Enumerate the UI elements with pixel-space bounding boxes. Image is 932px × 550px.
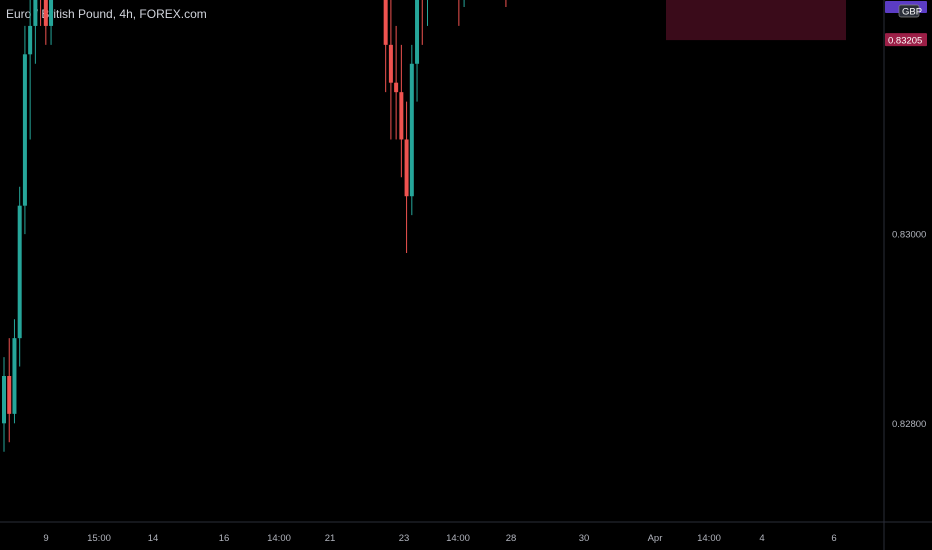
candle-body <box>409 63 414 197</box>
chart-title: Euro / British Pound, 4h, FOREX.com <box>6 7 207 21</box>
x-tick-label: 30 <box>579 533 590 544</box>
candle-body <box>415 0 420 64</box>
candle-body <box>43 0 48 26</box>
loss-zone <box>666 0 846 41</box>
x-tick-label: 14 <box>148 533 159 544</box>
x-tick-label: 14:00 <box>446 533 470 544</box>
candle-body <box>17 205 22 339</box>
x-tick-label: 16 <box>219 533 230 544</box>
x-tick-label: 14:00 <box>697 533 721 544</box>
y-tick-label: 0.82800 <box>892 419 926 430</box>
candle-body <box>2 376 6 424</box>
candle-body <box>388 44 393 83</box>
y-tick-label: 0.83000 <box>892 230 926 241</box>
candle-body <box>394 82 399 93</box>
candle-body <box>28 25 33 55</box>
x-tick-label: 14:00 <box>267 533 291 544</box>
candle-body <box>7 376 12 414</box>
x-tick-label: 4 <box>759 533 764 544</box>
x-tick-label: Apr <box>648 533 663 544</box>
currency-badge <box>898 4 920 18</box>
candle-body <box>22 54 27 206</box>
level-tag-4-label: 0.83205 <box>888 36 922 47</box>
candle-body <box>33 0 38 26</box>
x-tick-label: 9 <box>43 533 48 544</box>
candle-body <box>404 139 409 197</box>
x-tick-label: 15:00 <box>87 533 111 544</box>
currency-badge-label: GBP <box>902 7 922 18</box>
candle-body <box>49 0 54 26</box>
candle-body <box>383 0 388 45</box>
x-tick-label: 21 <box>325 533 336 544</box>
x-tick-label: 28 <box>506 533 517 544</box>
candle-body <box>12 338 17 414</box>
candle-body <box>399 92 404 140</box>
x-tick-label: 23 <box>399 533 410 544</box>
level-tag-4 <box>885 33 927 47</box>
x-tick-label: 6 <box>831 533 836 544</box>
